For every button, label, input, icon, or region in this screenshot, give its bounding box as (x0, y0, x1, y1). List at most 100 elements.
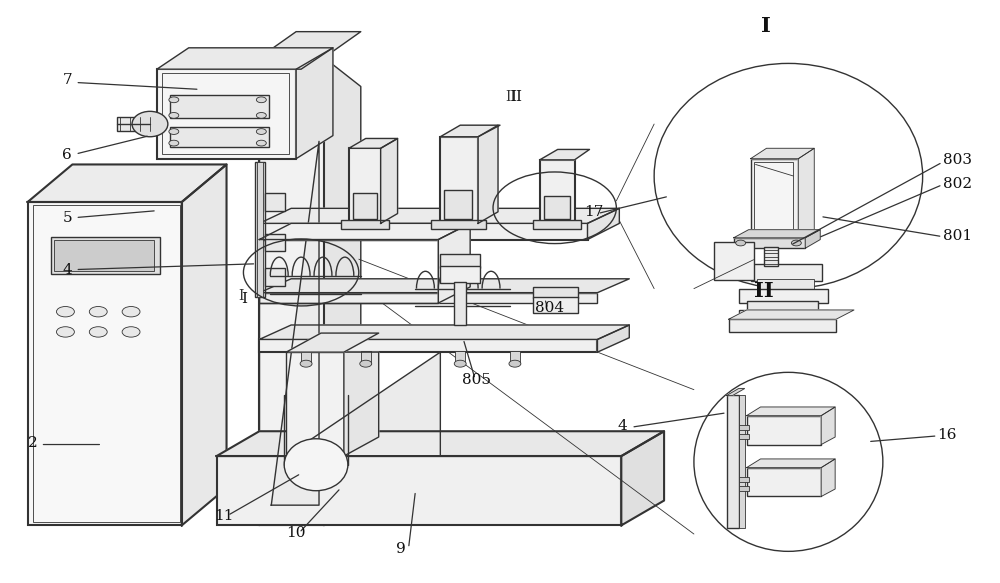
Circle shape (736, 240, 746, 246)
Bar (28, 202, 182, 525)
Circle shape (122, 326, 140, 337)
Polygon shape (157, 48, 333, 69)
Ellipse shape (132, 111, 168, 137)
Bar (533, 220, 581, 229)
Polygon shape (217, 431, 664, 456)
Text: 2: 2 (28, 437, 37, 451)
Bar (157, 69, 296, 159)
Bar (739, 395, 745, 528)
Text: II: II (510, 90, 522, 104)
Text: 10: 10 (286, 526, 306, 540)
Polygon shape (271, 141, 319, 505)
Bar (754, 161, 793, 237)
Bar (747, 468, 821, 497)
Text: II: II (505, 90, 516, 104)
Bar (739, 310, 828, 321)
Bar (729, 319, 836, 332)
Polygon shape (821, 459, 835, 497)
Polygon shape (597, 325, 629, 352)
Polygon shape (805, 230, 820, 248)
Bar (259, 240, 438, 303)
Text: 7: 7 (62, 73, 72, 87)
Bar (757, 279, 814, 289)
Polygon shape (747, 459, 835, 468)
Circle shape (509, 360, 521, 367)
Bar (510, 351, 520, 364)
Text: 11: 11 (215, 508, 234, 522)
Bar (259, 58, 324, 525)
Ellipse shape (694, 373, 883, 552)
Bar (349, 148, 381, 223)
Text: I: I (238, 289, 244, 303)
Bar (259, 223, 588, 240)
Bar (353, 194, 377, 219)
Bar (454, 282, 466, 325)
Circle shape (360, 360, 372, 367)
Text: II: II (754, 281, 773, 301)
Polygon shape (259, 279, 629, 293)
Bar (739, 486, 749, 491)
Bar (764, 247, 778, 265)
Text: 804: 804 (535, 301, 564, 315)
Polygon shape (727, 388, 745, 395)
Polygon shape (821, 407, 835, 444)
Bar (265, 194, 285, 210)
Circle shape (454, 360, 466, 367)
Circle shape (122, 307, 140, 317)
Bar (265, 268, 285, 286)
Bar (259, 293, 597, 303)
Bar (33, 205, 180, 522)
Circle shape (169, 140, 179, 146)
Circle shape (169, 129, 179, 135)
Circle shape (89, 307, 107, 317)
Polygon shape (344, 352, 379, 456)
Bar (739, 426, 749, 430)
Circle shape (256, 97, 266, 103)
Polygon shape (28, 164, 227, 202)
Bar (217, 456, 621, 525)
Bar (259, 339, 597, 352)
Bar (54, 240, 154, 271)
Circle shape (56, 307, 74, 317)
Polygon shape (440, 125, 500, 137)
Text: I: I (241, 292, 247, 306)
Polygon shape (182, 164, 227, 525)
Circle shape (256, 113, 266, 118)
Text: 4: 4 (62, 263, 72, 277)
Bar (734, 238, 805, 248)
Bar (739, 289, 828, 303)
Polygon shape (259, 325, 629, 339)
Text: 805: 805 (462, 373, 491, 387)
Ellipse shape (284, 439, 348, 491)
Bar (117, 117, 157, 131)
Bar (162, 73, 289, 154)
Text: 9: 9 (396, 542, 405, 556)
Bar (257, 161, 263, 297)
Polygon shape (296, 48, 333, 159)
Bar (540, 160, 575, 223)
Polygon shape (621, 431, 664, 525)
Circle shape (89, 326, 107, 337)
Bar (255, 161, 265, 297)
Bar (170, 127, 269, 147)
Bar (440, 137, 478, 223)
Polygon shape (751, 148, 814, 159)
Bar (444, 191, 472, 219)
Text: 6: 6 (62, 147, 72, 161)
Bar (455, 351, 465, 364)
Bar (265, 234, 285, 251)
Bar (714, 243, 754, 280)
Polygon shape (286, 352, 440, 456)
Bar (301, 351, 311, 364)
Bar (361, 351, 371, 364)
Polygon shape (349, 139, 398, 148)
Polygon shape (259, 31, 361, 58)
Polygon shape (324, 58, 361, 525)
Circle shape (169, 97, 179, 103)
Polygon shape (747, 407, 835, 416)
Circle shape (169, 113, 179, 118)
Polygon shape (734, 230, 820, 238)
Bar (170, 95, 269, 118)
Polygon shape (588, 208, 619, 240)
Polygon shape (729, 310, 854, 319)
